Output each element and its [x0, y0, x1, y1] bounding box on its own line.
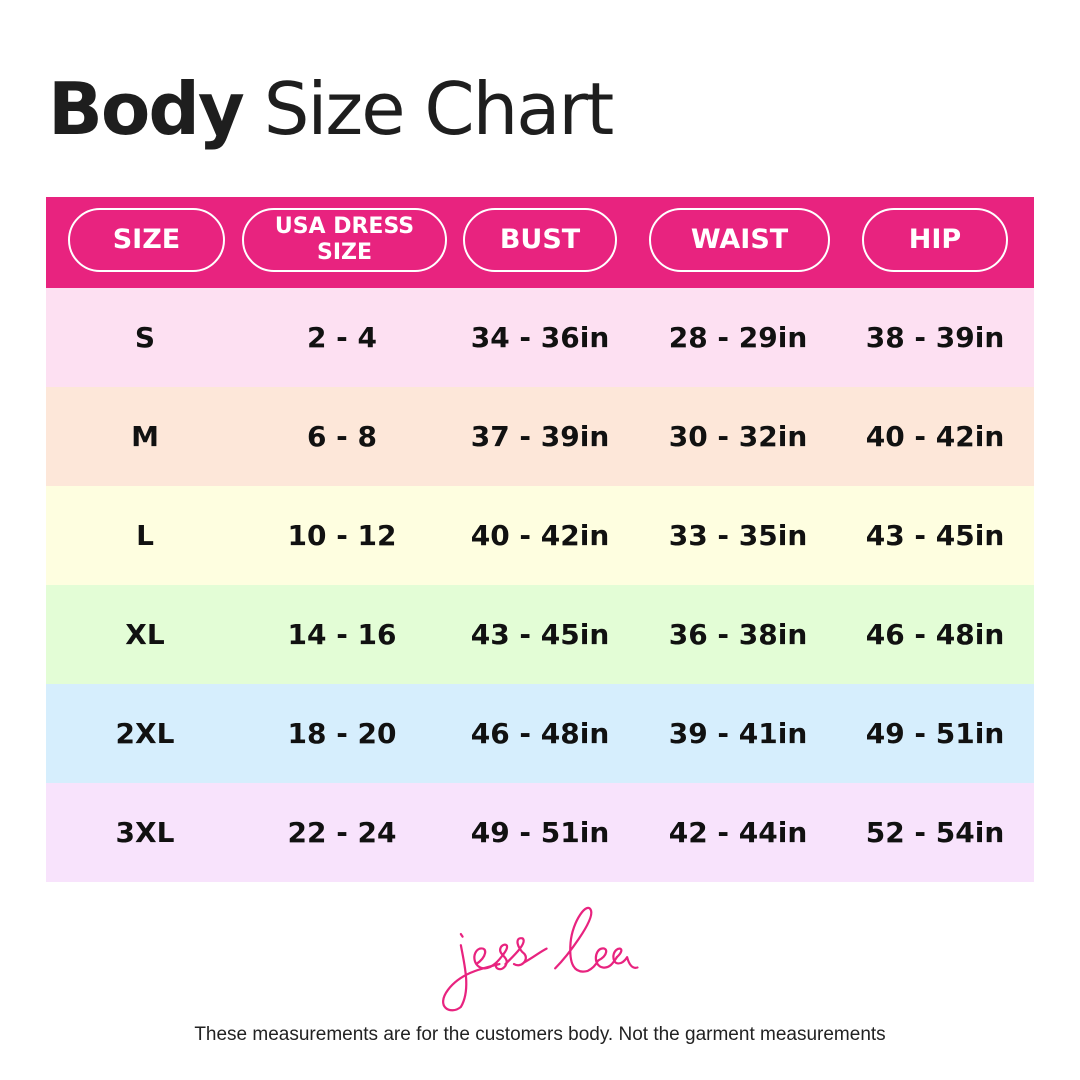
cell-usa-dress-size: 18 - 20: [287, 717, 397, 750]
cell-bust: 34 - 36in: [470, 321, 610, 354]
header-usa-dress-size: USA DRESS SIZE: [242, 208, 447, 272]
cell-bust: 37 - 39in: [470, 420, 610, 453]
header-size: SIZE: [68, 208, 225, 272]
footer-note: These measurements are for the customers…: [194, 1024, 886, 1045]
cell-hip: 46 - 48in: [865, 618, 1005, 651]
table-row: M 6 - 8 37 - 39in 30 - 32in 40 - 42in: [46, 387, 1034, 486]
cell-usa-dress-size: 2 - 4: [306, 321, 378, 354]
cell-waist: 39 - 41in: [668, 717, 808, 750]
table-row: S 2 - 4 34 - 36in 28 - 29in 38 - 39in: [46, 288, 1034, 387]
header-hip: HIP: [862, 208, 1008, 272]
cell-size: XL: [125, 618, 165, 651]
cell-bust: 40 - 42in: [470, 519, 610, 552]
cell-hip: 38 - 39in: [865, 321, 1005, 354]
cell-bust: 49 - 51in: [470, 816, 610, 849]
cell-waist: 42 - 44in: [668, 816, 808, 849]
cell-waist: 36 - 38in: [668, 618, 808, 651]
table-row: 3XL 22 - 24 49 - 51in 42 - 44in 52 - 54in: [46, 783, 1034, 882]
header-bust: BUST: [463, 208, 617, 272]
page-title: Body Size Chart: [48, 64, 615, 154]
table-header: SIZE USA DRESS SIZE BUST WAIST HIP: [46, 197, 1034, 288]
cell-waist: 33 - 35in: [668, 519, 808, 552]
size-table: SIZE USA DRESS SIZE BUST WAIST HIP S 2 - …: [46, 197, 1034, 882]
cell-bust: 43 - 45in: [470, 618, 610, 651]
cell-size: M: [131, 420, 159, 453]
cell-waist: 28 - 29in: [668, 321, 808, 354]
cell-hip: 52 - 54in: [865, 816, 1005, 849]
jess-lea-logo: [442, 907, 639, 1012]
cell-bust: 46 - 48in: [470, 717, 610, 750]
cell-size: 3XL: [115, 816, 175, 849]
cell-usa-dress-size: 6 - 8: [306, 420, 378, 453]
cell-usa-dress-size: 22 - 24: [287, 816, 397, 849]
cell-waist: 30 - 32in: [668, 420, 808, 453]
header-waist: WAIST: [649, 208, 830, 272]
cell-hip: 49 - 51in: [865, 717, 1005, 750]
table-row: XL 14 - 16 43 - 45in 36 - 38in 46 - 48in: [46, 585, 1034, 684]
cell-hip: 40 - 42in: [865, 420, 1005, 453]
title-rest: Size Chart: [263, 67, 615, 151]
cell-size: S: [134, 321, 156, 354]
cell-usa-dress-size: 14 - 16: [287, 618, 397, 651]
table-row: L 10 - 12 40 - 42in 33 - 35in 43 - 45in: [46, 486, 1034, 585]
cell-hip: 43 - 45in: [865, 519, 1005, 552]
title-bold: Body: [48, 67, 245, 151]
cell-size: L: [136, 519, 154, 552]
table-row: 2XL 18 - 20 46 - 48in 39 - 41in 49 - 51in: [46, 684, 1034, 783]
cell-size: 2XL: [115, 717, 175, 750]
cell-usa-dress-size: 10 - 12: [287, 519, 397, 552]
